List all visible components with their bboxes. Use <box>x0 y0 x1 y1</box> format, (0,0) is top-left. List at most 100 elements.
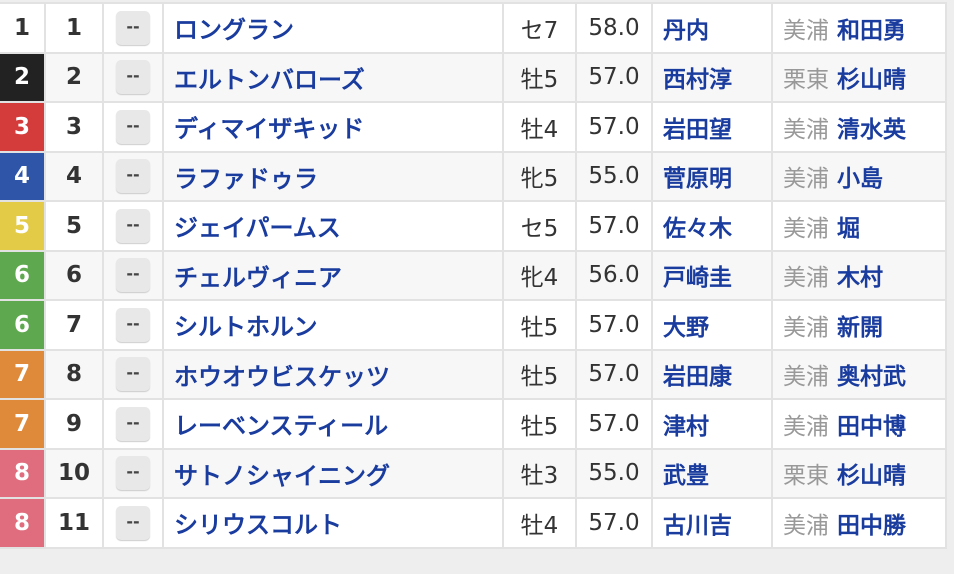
odds-button[interactable]: -- <box>116 505 150 540</box>
jockey-link[interactable]: 岩田康 <box>651 348 773 400</box>
horse-number: 10 <box>44 447 104 499</box>
trainer-region: 美浦 <box>783 364 829 391</box>
horse-name-link[interactable]: チェルヴィニア <box>162 249 504 301</box>
frame-number: 5 <box>0 200 46 252</box>
weight: 57.0 <box>575 200 653 252</box>
table-row: 4 4 -- ラファドゥラ 牝5 55.0 菅原明 美浦 小島 <box>0 150 947 202</box>
trainer-link[interactable]: 和田勇 <box>837 17 906 44</box>
table-row: 1 1 -- ロングラン セ7 58.0 丹内 美浦 和田勇 <box>0 2 947 54</box>
horse-number: 1 <box>44 2 104 54</box>
odds-button[interactable]: -- <box>116 307 150 342</box>
weight: 55.0 <box>575 150 653 202</box>
frame-number: 4 <box>0 150 46 202</box>
sex-age: 牡5 <box>502 348 577 400</box>
sex-age: 牡4 <box>502 497 577 549</box>
trainer-link[interactable]: 杉山晴 <box>837 67 906 94</box>
horse-number: 4 <box>44 150 104 202</box>
horse-number: 5 <box>44 200 104 252</box>
weight: 58.0 <box>575 2 653 54</box>
frame-number: 7 <box>0 398 46 450</box>
weight: 57.0 <box>575 348 653 400</box>
odds-button[interactable]: -- <box>116 10 150 45</box>
odds-button[interactable]: -- <box>116 357 150 392</box>
sex-age: セ7 <box>502 2 577 54</box>
weight: 55.0 <box>575 447 653 499</box>
frame-number: 6 <box>0 249 46 301</box>
trainer-link[interactable]: 田中勝 <box>837 512 906 539</box>
jockey-link[interactable]: 西村淳 <box>651 51 773 103</box>
horse-name-link[interactable]: ジェイパームス <box>162 200 504 252</box>
table-row: 7 9 -- レーベンスティール 牡5 57.0 津村 美浦 田中博 <box>0 398 947 450</box>
table-row: 3 3 -- ディマイザキッド 牡4 57.0 岩田望 美浦 清水英 <box>0 101 947 153</box>
trainer-region: 美浦 <box>783 215 829 242</box>
jockey-link[interactable]: 古川吉 <box>651 497 773 549</box>
jockey-link[interactable]: 武豊 <box>651 447 773 499</box>
frame-number: 1 <box>0 2 46 54</box>
weight: 57.0 <box>575 497 653 549</box>
horse-name-link[interactable]: シルトホルン <box>162 299 504 351</box>
odds-button[interactable]: -- <box>116 208 150 243</box>
horse-number: 2 <box>44 51 104 103</box>
trainer-region: 栗東 <box>783 67 829 94</box>
frame-number: 7 <box>0 348 46 400</box>
horse-name-link[interactable]: サトノシャイニング <box>162 447 504 499</box>
trainer-region: 美浦 <box>783 512 829 539</box>
trainer-link[interactable]: 小島 <box>837 166 883 193</box>
table-row: 6 6 -- チェルヴィニア 牝4 56.0 戸崎圭 美浦 木村 <box>0 249 947 301</box>
entry-table: 1 1 -- ロングラン セ7 58.0 丹内 美浦 和田勇 2 2 -- エルトンバローズ 牡5 57.0… <box>0 2 947 549</box>
table-row: 2 2 -- エルトンバローズ 牡5 57.0 西村淳 栗東 杉山晴 <box>0 51 947 103</box>
horse-name-link[interactable]: ロングラン <box>162 2 504 54</box>
odds-button[interactable]: -- <box>116 406 150 441</box>
odds-button[interactable]: -- <box>116 60 150 95</box>
weight: 57.0 <box>575 299 653 351</box>
horse-name-link[interactable]: エルトンバローズ <box>162 51 504 103</box>
horse-name-link[interactable]: ディマイザキッド <box>162 101 504 153</box>
table-row: 8 10 -- サトノシャイニング 牡3 55.0 武豊 栗東 杉山晴 <box>0 447 947 499</box>
jockey-link[interactable]: 岩田望 <box>651 101 773 153</box>
trainer-link[interactable]: 奥村武 <box>837 364 906 391</box>
trainer-link[interactable]: 杉山晴 <box>837 463 906 490</box>
jockey-link[interactable]: 丹内 <box>651 2 773 54</box>
jockey-link[interactable]: 大野 <box>651 299 773 351</box>
sex-age: 牝5 <box>502 150 577 202</box>
trainer-link[interactable]: 木村 <box>837 265 883 292</box>
jockey-link[interactable]: 津村 <box>651 398 773 450</box>
frame-number: 6 <box>0 299 46 351</box>
odds-button[interactable]: -- <box>116 258 150 293</box>
table-row: 5 5 -- ジェイパームス セ5 57.0 佐々木 美浦堀 <box>0 200 947 252</box>
sex-age: 牡3 <box>502 447 577 499</box>
frame-number: 2 <box>0 51 46 103</box>
trainer-link[interactable]: 新開 <box>837 314 883 341</box>
weight: 57.0 <box>575 51 653 103</box>
horse-number: 11 <box>44 497 104 549</box>
trainer-link[interactable]: 堀 <box>837 215 860 242</box>
horse-name-link[interactable]: ラファドゥラ <box>162 150 504 202</box>
horse-number: 7 <box>44 299 104 351</box>
trainer-region: 美浦 <box>783 314 829 341</box>
trainer-link[interactable]: 清水英 <box>837 116 906 143</box>
trainer-region: 美浦 <box>783 265 829 292</box>
table-row: 7 8 -- ホウオウビスケッツ 牡5 57.0 岩田康 美浦 奥村武 <box>0 348 947 400</box>
jockey-link[interactable]: 菅原明 <box>651 150 773 202</box>
odds-button[interactable]: -- <box>116 109 150 144</box>
horse-name-link[interactable]: ホウオウビスケッツ <box>162 348 504 400</box>
jockey-link[interactable]: 佐々木 <box>651 200 773 252</box>
table-row: 6 7 -- シルトホルン 牡5 57.0 大野 美浦 新開 <box>0 299 947 351</box>
trainer-region: 美浦 <box>783 166 829 193</box>
sex-age: 牡4 <box>502 101 577 153</box>
sex-age: 牡5 <box>502 398 577 450</box>
horse-number: 3 <box>44 101 104 153</box>
trainer-region: 美浦 <box>783 413 829 440</box>
odds-button[interactable]: -- <box>116 159 150 194</box>
odds-button[interactable]: -- <box>116 456 150 491</box>
trainer-link[interactable]: 田中博 <box>837 413 906 440</box>
sex-age: セ5 <box>502 200 577 252</box>
frame-number: 8 <box>0 447 46 499</box>
horse-number: 6 <box>44 249 104 301</box>
sex-age: 牡5 <box>502 51 577 103</box>
horse-name-link[interactable]: シリウスコルト <box>162 497 504 549</box>
jockey-link[interactable]: 戸崎圭 <box>651 249 773 301</box>
sex-age: 牝4 <box>502 249 577 301</box>
horse-name-link[interactable]: レーベンスティール <box>162 398 504 450</box>
weight: 56.0 <box>575 249 653 301</box>
